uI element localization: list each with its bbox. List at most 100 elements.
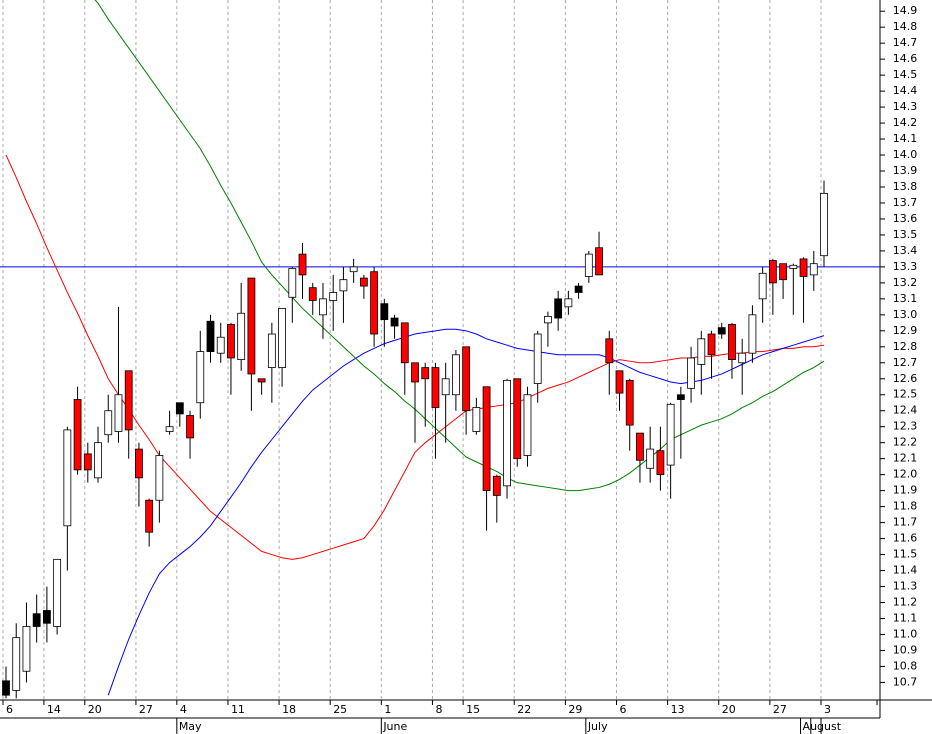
- y-tick-label: 14.5: [893, 68, 918, 81]
- month-label: August: [803, 720, 842, 733]
- candle-body: [2, 680, 10, 696]
- candle-body: [12, 637, 21, 691]
- candle-body: [319, 298, 327, 316]
- y-tick-label: 14.9: [893, 4, 918, 17]
- x-tick-label: 25: [333, 703, 347, 716]
- y-tick-label: 11.2: [893, 596, 918, 609]
- plot-area: [0, 0, 880, 699]
- candle-body: [175, 402, 184, 415]
- y-tick-label: 12.4: [893, 404, 918, 417]
- candle-body: [595, 247, 603, 276]
- y-tick-label: 14.1: [893, 132, 918, 145]
- y-tick-label: 12.1: [893, 452, 918, 465]
- candle-body: [779, 263, 787, 281]
- y-tick-label: 13.2: [893, 276, 918, 289]
- x-tick-label: 22: [517, 703, 531, 716]
- candle-body: [574, 285, 583, 293]
- candle-body: [605, 338, 614, 364]
- candle-body: [227, 324, 235, 359]
- candle-body: [666, 403, 675, 466]
- candle-body: [482, 386, 491, 492]
- y-tick-label: 14.2: [893, 116, 918, 129]
- moving-average: [94, 0, 825, 492]
- candle-body: [135, 448, 143, 479]
- y-tick-label: 14.7: [893, 36, 918, 49]
- candle-body: [206, 320, 215, 352]
- candle-body: [431, 367, 440, 408]
- grid: [2, 0, 822, 700]
- y-tick-label: 11.5: [893, 548, 918, 561]
- candle-body: [523, 394, 532, 456]
- candle-body: [768, 260, 777, 284]
- candle-body: [32, 613, 41, 627]
- candle-body: [758, 272, 767, 300]
- x-tick-label: 6: [6, 703, 13, 716]
- candle-body: [237, 312, 246, 360]
- month-label: June: [382, 720, 407, 733]
- candle-body: [533, 333, 542, 384]
- y-tick-label: 13.8: [893, 180, 918, 193]
- x-tick-label: 6: [620, 703, 627, 716]
- candle-body: [646, 448, 655, 469]
- candle-body: [676, 394, 685, 400]
- x-tick-label: 27: [139, 703, 153, 716]
- candle-body: [349, 266, 358, 273]
- x-tick-label: 4: [180, 703, 187, 716]
- candle-body: [809, 263, 818, 276]
- candle-body: [544, 316, 552, 324]
- candle-body: [73, 399, 82, 471]
- y-tick-label: 13.6: [893, 212, 918, 225]
- candle-body: [247, 277, 256, 375]
- y-tick-label: 12.3: [893, 420, 918, 433]
- candle-body: [288, 268, 297, 298]
- candle-body: [421, 367, 430, 380]
- candle-body: [114, 394, 123, 432]
- candle-body: [820, 192, 828, 257]
- y-tick-label: 12.0: [893, 468, 918, 481]
- candle-body: [625, 379, 634, 426]
- y-tick-label: 12.5: [893, 388, 918, 401]
- candle-body: [503, 379, 511, 487]
- x-tick-label: 27: [773, 703, 787, 716]
- y-tick-label: 14.6: [893, 52, 918, 65]
- x-tick-label: 15: [466, 703, 480, 716]
- y-tick-label: 10.8: [893, 659, 918, 672]
- candle-body: [83, 453, 92, 471]
- candle-body: [155, 455, 164, 501]
- candle-body: [390, 317, 399, 327]
- y-tick-label: 10.9: [893, 643, 918, 656]
- candle-body: [94, 442, 102, 479]
- candle-body: [339, 279, 348, 292]
- y-tick-label: 14.4: [893, 84, 918, 97]
- y-tick-label: 11.0: [893, 627, 918, 640]
- y-tick-label: 11.7: [893, 516, 918, 529]
- candle-body: [22, 626, 31, 672]
- y-tick-label: 10.7: [893, 675, 918, 688]
- y-tick-label: 13.1: [893, 292, 918, 305]
- candle-body: [554, 298, 563, 319]
- candle-body: [63, 429, 72, 527]
- x-tick-label: 14: [47, 703, 61, 716]
- y-tick-label: 13.3: [893, 260, 918, 273]
- x-tick-label: 18: [282, 703, 296, 716]
- candle-body: [656, 450, 665, 476]
- y-tick-label: 12.2: [893, 436, 918, 449]
- candle-body: [53, 558, 62, 627]
- x-tick-label: 8: [435, 703, 442, 716]
- x-tick-label: 29: [568, 703, 582, 716]
- moving-average: [107, 328, 825, 696]
- candle-body: [145, 499, 154, 533]
- candle-body: [615, 370, 624, 394]
- candle-body: [257, 378, 266, 383]
- candle-body: [216, 336, 225, 354]
- y-tick-label: 14.8: [893, 20, 918, 33]
- candle-body: [728, 324, 736, 360]
- candle-body: [738, 352, 747, 364]
- candle-body: [584, 253, 593, 277]
- candle-body: [359, 277, 368, 287]
- y-tick-label: 11.8: [893, 500, 918, 513]
- candle-body: [717, 327, 726, 335]
- y-tick-label: 12.8: [893, 340, 918, 353]
- candle-body: [492, 475, 501, 496]
